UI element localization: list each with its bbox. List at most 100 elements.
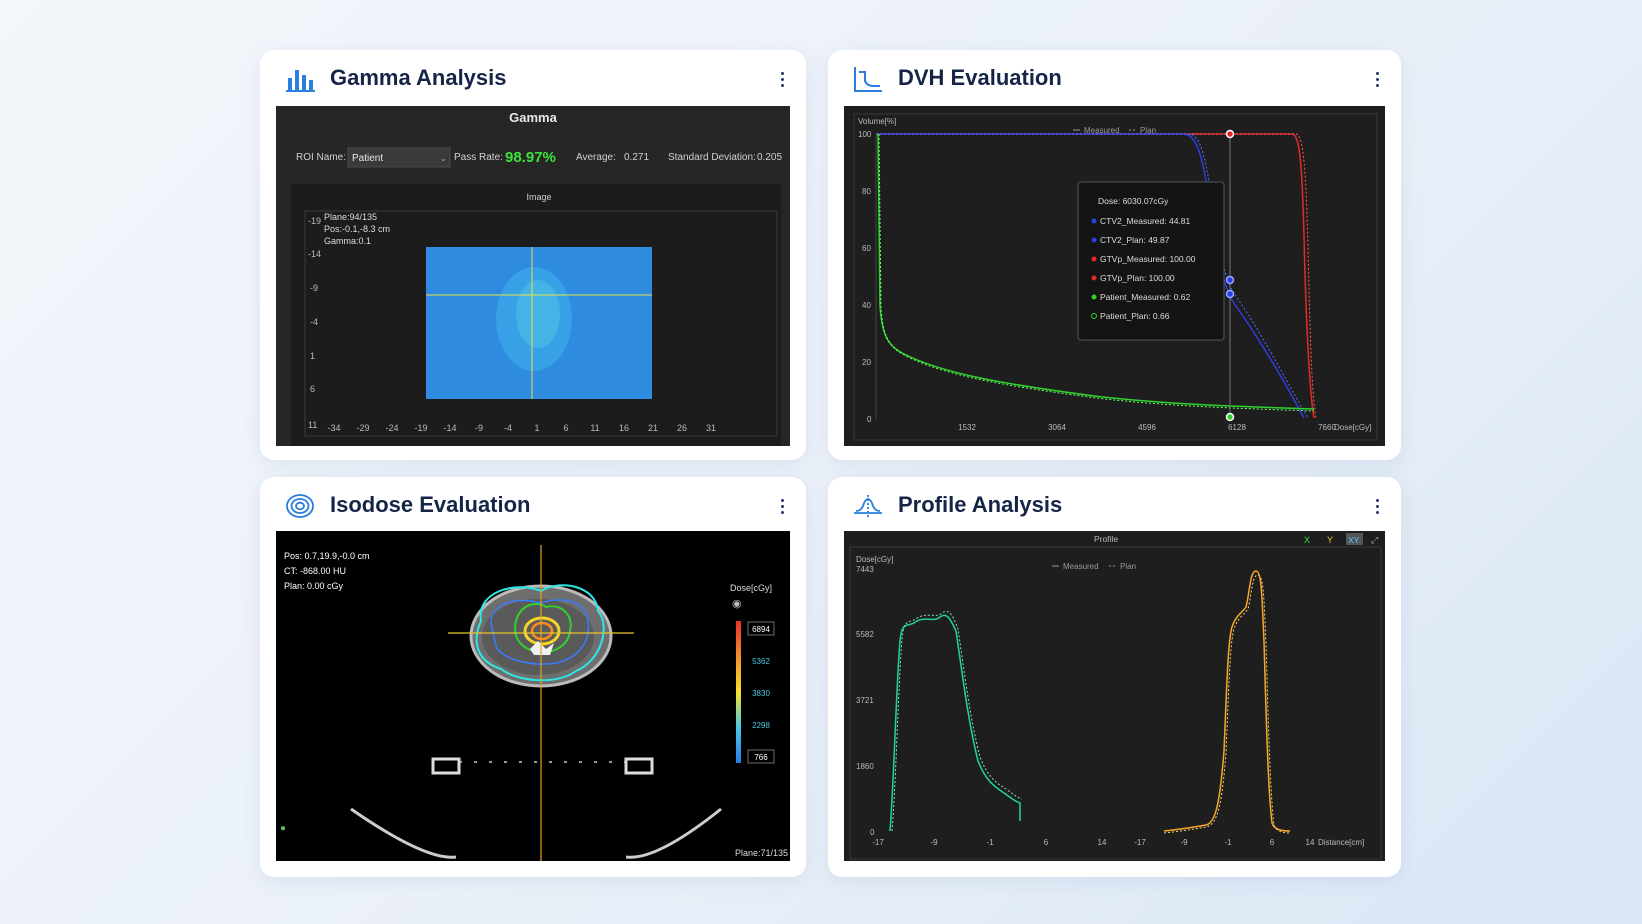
ct-couch-right <box>624 757 654 775</box>
gamma-image-title: Image <box>526 192 551 202</box>
gamma-x-tick: -19 <box>414 423 427 433</box>
dose-legend-value: 2298 <box>752 721 770 730</box>
gamma-x-tick: 16 <box>619 423 629 433</box>
dvh-menu-button[interactable] <box>1373 70 1381 90</box>
profile-x-button[interactable]: X <box>1304 535 1310 545</box>
gamma-x-tick: -34 <box>327 423 340 433</box>
roi-select-value: Patient <box>352 153 383 164</box>
gamma-x-tick: -14 <box>443 423 456 433</box>
dvh-tooltip-dose: Dose: 6030.07cGy <box>1098 196 1169 206</box>
dose-legend-box <box>747 749 775 764</box>
dvh-tooltip-row: CTV2_Plan: 49.87 <box>1100 235 1170 245</box>
gamma-x-tick: 1 <box>534 423 539 433</box>
ct-couch-lower <box>350 807 722 859</box>
isodose-dose-label: Dose[cGy] <box>730 583 772 593</box>
gamma-plot-border <box>304 210 778 437</box>
isodose-rings-icon <box>286 494 314 518</box>
dvh-tooltip-dot <box>1091 275 1097 281</box>
dose-legend-value: 3830 <box>752 689 770 698</box>
dvh-x-tick: 7660 <box>1318 423 1336 432</box>
profile-analysis-card: Profile Analysis Profile X Y XY ⤢ Dose[c… <box>828 477 1401 877</box>
dvh-tooltip-row: Patient_Measured: 0.62 <box>1100 292 1191 302</box>
dvh-panel: Volume[%] Measured Plan 100 80 60 40 20 … <box>844 106 1385 446</box>
profile-card-header: Profile Analysis <box>828 477 1401 533</box>
dvh-y-tick: 60 <box>862 244 871 253</box>
gamma-y-tick: -19 <box>308 216 321 226</box>
profile-xy-button-label: XY <box>1348 535 1360 545</box>
profile-x-tick: -17 <box>872 838 884 847</box>
dvh-y-tick: 80 <box>862 187 871 196</box>
isodose-ct: CT: -868.00 HU <box>284 566 346 576</box>
profile-curve-y-plan <box>1163 574 1291 834</box>
isodose-panel: Pos: 0.7,19.9,-0.0 cm CT: -868.00 HU Pla… <box>276 531 790 861</box>
profile-panel-title: Profile <box>1094 534 1118 544</box>
chevron-down-icon: ⌄ <box>440 154 447 163</box>
dvh-marker <box>1225 289 1235 299</box>
profile-curve-x-plan <box>891 611 1023 832</box>
dvh-curve-gtvp-measured <box>876 133 1315 419</box>
profile-y-tick: 5582 <box>856 630 874 639</box>
isodose-plane: Plane:71/135 <box>735 848 788 858</box>
gamma-analysis-card: Gamma Analysis Gamma ROI Name: Patient ⌄… <box>260 50 806 460</box>
isodose-card-header: Isodose Evaluation <box>260 477 806 533</box>
profile-x-tick: 6 <box>1270 838 1275 847</box>
gamma-x-tick: 11 <box>590 423 599 433</box>
profile-curve-icon <box>854 495 882 517</box>
dvh-tooltip-dot <box>1091 313 1097 319</box>
profile-plot-border <box>849 546 1382 860</box>
dose-legend-value: 6894 <box>752 625 770 634</box>
gamma-y-tick: 11 <box>308 420 317 430</box>
profile-menu-button[interactable] <box>1373 497 1381 517</box>
profile-xlabel: Distance[cm] <box>1318 838 1364 847</box>
dvh-y-tick: 20 <box>862 358 871 367</box>
profile-y-tick: 1860 <box>856 762 874 771</box>
ct-couch-left <box>431 757 461 775</box>
dvh-x-tick: 4596 <box>1138 423 1156 432</box>
isodose-card-title: Isodose Evaluation <box>330 492 531 517</box>
dvh-tooltip: Dose: 6030.07cGy CTV2_Measured: 44.81 CT… <box>1077 181 1225 341</box>
isodose-menu-button[interactable] <box>778 497 786 517</box>
dvh-tooltip-row: GTVp_Plan: 100.00 <box>1100 273 1175 283</box>
dvh-curve-icon <box>854 67 882 92</box>
dvh-x-ticks: 1532 3064 4596 6128 7660 <box>958 423 1336 432</box>
dvh-marker <box>1225 275 1235 285</box>
profile-legend-plan: Plan <box>1120 562 1136 571</box>
std-value: 0.205 <box>757 152 782 163</box>
profile-curve-x-measured <box>889 614 1021 832</box>
eye-icon[interactable]: ◉ <box>732 598 742 610</box>
dvh-tooltip-box <box>1077 181 1225 341</box>
dvh-x-tick: 1532 <box>958 423 976 432</box>
dvh-marker <box>1225 129 1235 139</box>
gamma-menu-button[interactable] <box>778 70 786 90</box>
dvh-evaluation-card: DVH Evaluation Volume[%] Measured Plan 1… <box>828 50 1401 460</box>
gamma-y-tick: -9 <box>310 283 318 293</box>
expand-icon[interactable]: ⤢ <box>1370 535 1378 545</box>
profile-x-tick: -1 <box>1224 838 1232 847</box>
profile-x-tick: 6 <box>1044 838 1049 847</box>
gamma-y-tick: 1 <box>310 351 315 361</box>
profile-x-ticks: -17 -9 -1 6 14 -17 -9 -1 6 14 <box>872 838 1315 847</box>
gamma-x-tick: -4 <box>504 423 512 433</box>
roi-select[interactable] <box>347 147 451 168</box>
ct-spine <box>530 641 554 655</box>
gamma-y-ticks: -19 -14 -9 -4 1 6 11 <box>308 216 321 430</box>
gamma-x-ticks: -34 -29 -24 -19 -14 -9 -4 1 6 11 16 21 2… <box>327 423 716 433</box>
dvh-curve-patient-plan <box>878 133 1315 412</box>
dvh-legend-measured: Measured <box>1084 126 1120 135</box>
dvh-plot-border <box>853 113 1378 441</box>
profile-card-title: Profile Analysis <box>898 492 1063 517</box>
profile-y-button[interactable]: Y <box>1327 535 1333 545</box>
gamma-x-tick: 31 <box>706 423 716 433</box>
gamma-plane: Plane:94/135 <box>324 212 377 222</box>
profile-xy-button[interactable] <box>1346 533 1363 545</box>
dvh-tooltip-row: Patient_Plan: 0.66 <box>1100 311 1170 321</box>
dose-legend-value: 766 <box>754 753 768 762</box>
dvh-tooltip-dot <box>1091 218 1097 224</box>
gamma-panel: Gamma ROI Name: Patient ⌄ Pass Rate: 98.… <box>276 106 790 446</box>
dvh-y-tick: 40 <box>862 301 871 310</box>
gamma-x-tick: -9 <box>475 423 483 433</box>
gamma-x-tick: -24 <box>385 423 398 433</box>
profile-y-tick: 0 <box>870 828 875 837</box>
dose-legend-value: 5362 <box>752 657 770 666</box>
dvh-curve-ctv2-plan <box>876 133 1309 419</box>
